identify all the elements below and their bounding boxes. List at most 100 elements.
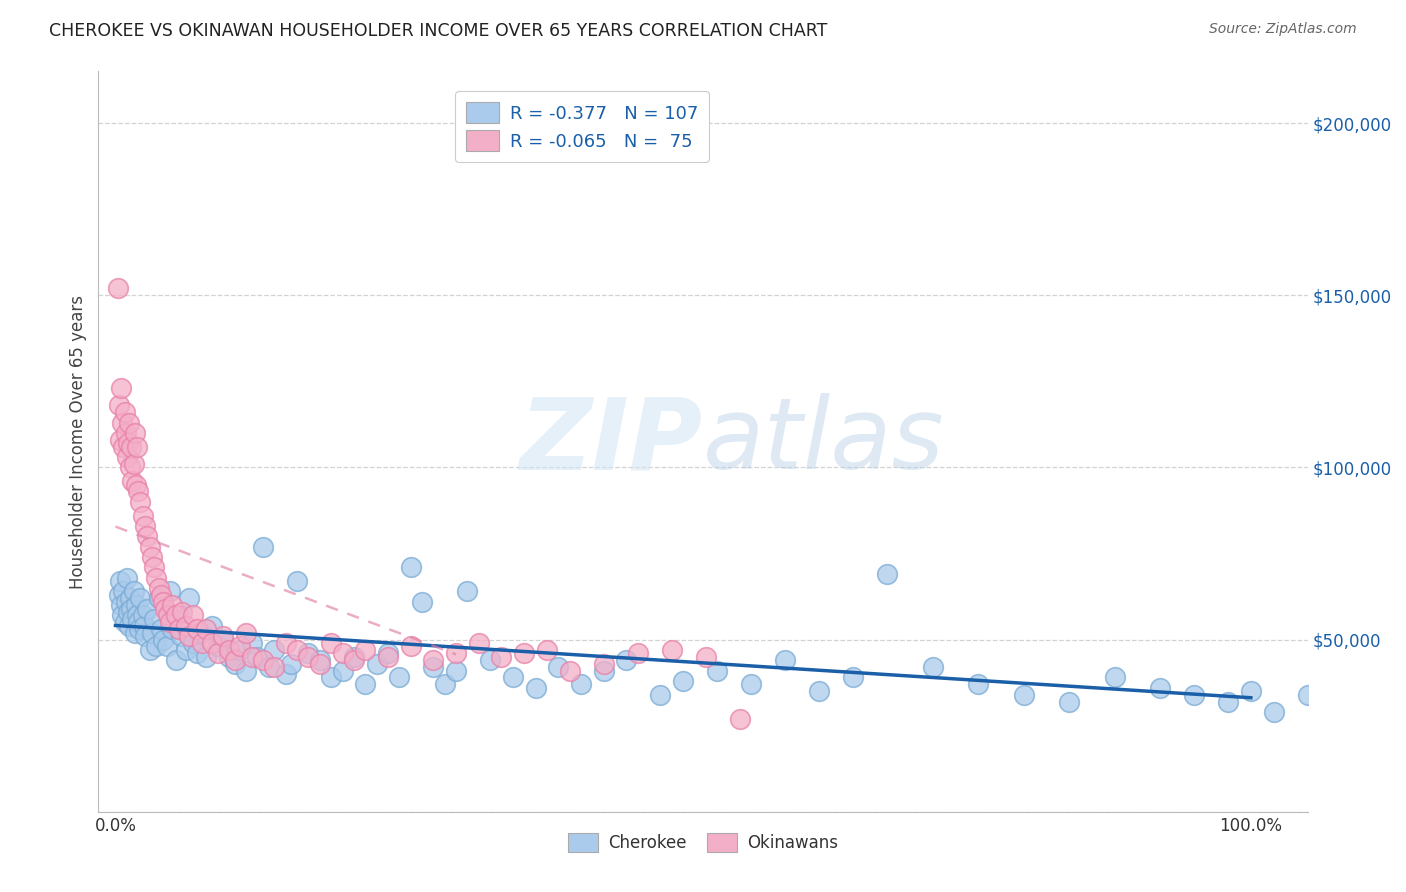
Point (131, 508, 153, 523)
Point (121, 612, 143, 626)
Point (145, 640, 167, 654)
Point (212, 632, 235, 647)
Point (120, 440, 142, 454)
Point (842, 670, 865, 684)
Text: atlas: atlas (703, 393, 945, 490)
Point (513, 646, 536, 660)
Point (321, 670, 343, 684)
Point (120, 460, 142, 475)
Point (354, 677, 377, 691)
Point (1296, 688, 1319, 702)
Point (967, 677, 990, 691)
Point (143, 560, 166, 574)
Point (174, 643, 197, 657)
Point (308, 657, 330, 671)
Point (111, 608, 134, 623)
Point (1012, 688, 1035, 702)
Point (343, 653, 366, 667)
Point (569, 677, 592, 691)
Point (156, 608, 179, 623)
Point (122, 584, 145, 599)
Point (136, 529, 159, 543)
Point (1240, 684, 1263, 698)
Point (444, 646, 467, 660)
Point (1057, 694, 1080, 708)
Point (181, 608, 204, 623)
Point (524, 681, 547, 695)
Point (444, 664, 467, 678)
Point (672, 673, 695, 688)
Point (207, 640, 229, 654)
Point (1104, 670, 1126, 684)
Point (1216, 694, 1239, 708)
Point (235, 625, 257, 640)
Point (224, 657, 246, 671)
Point (134, 629, 156, 643)
Point (167, 622, 190, 636)
Legend: Cherokee, Okinawans: Cherokee, Okinawans (561, 826, 845, 859)
Point (118, 619, 141, 633)
Point (155, 640, 177, 654)
Point (134, 519, 156, 533)
Point (297, 646, 319, 660)
Point (155, 601, 177, 615)
Point (165, 608, 187, 623)
Point (129, 591, 152, 606)
Point (186, 646, 208, 660)
Point (159, 584, 181, 599)
Point (112, 440, 135, 454)
Point (120, 591, 142, 606)
Point (141, 625, 163, 640)
Point (650, 688, 672, 702)
Point (614, 653, 637, 667)
Point (399, 560, 422, 574)
Point (115, 570, 138, 584)
Point (114, 595, 136, 609)
Point (240, 649, 263, 664)
Point (740, 677, 762, 691)
Point (108, 433, 131, 447)
Point (775, 653, 797, 667)
Point (125, 598, 148, 612)
Point (179, 629, 201, 643)
Point (120, 601, 142, 615)
Point (1182, 688, 1205, 702)
Point (148, 581, 170, 595)
Point (285, 574, 308, 588)
Point (117, 436, 139, 450)
Point (627, 646, 650, 660)
Point (118, 416, 141, 430)
Point (274, 636, 297, 650)
Point (190, 625, 212, 640)
Point (377, 649, 399, 664)
Point (165, 653, 187, 667)
Point (343, 649, 366, 664)
Point (1263, 705, 1285, 719)
Point (1149, 681, 1171, 695)
Point (321, 636, 343, 650)
Point (143, 612, 166, 626)
Point (121, 474, 143, 488)
Point (502, 670, 524, 684)
Text: ZIP: ZIP (520, 393, 703, 490)
Point (332, 646, 354, 660)
Point (661, 643, 683, 657)
Point (422, 653, 444, 667)
Point (138, 643, 160, 657)
Point (235, 664, 257, 678)
Point (240, 636, 263, 650)
Point (117, 605, 139, 619)
Point (149, 588, 172, 602)
Point (479, 653, 502, 667)
Point (148, 591, 170, 606)
Point (297, 649, 319, 664)
Point (876, 567, 898, 582)
Point (468, 636, 491, 650)
Point (112, 584, 135, 599)
Point (212, 629, 235, 643)
Point (229, 640, 252, 654)
Point (491, 649, 513, 664)
Point (263, 660, 285, 674)
Point (229, 643, 252, 657)
Point (138, 540, 160, 554)
